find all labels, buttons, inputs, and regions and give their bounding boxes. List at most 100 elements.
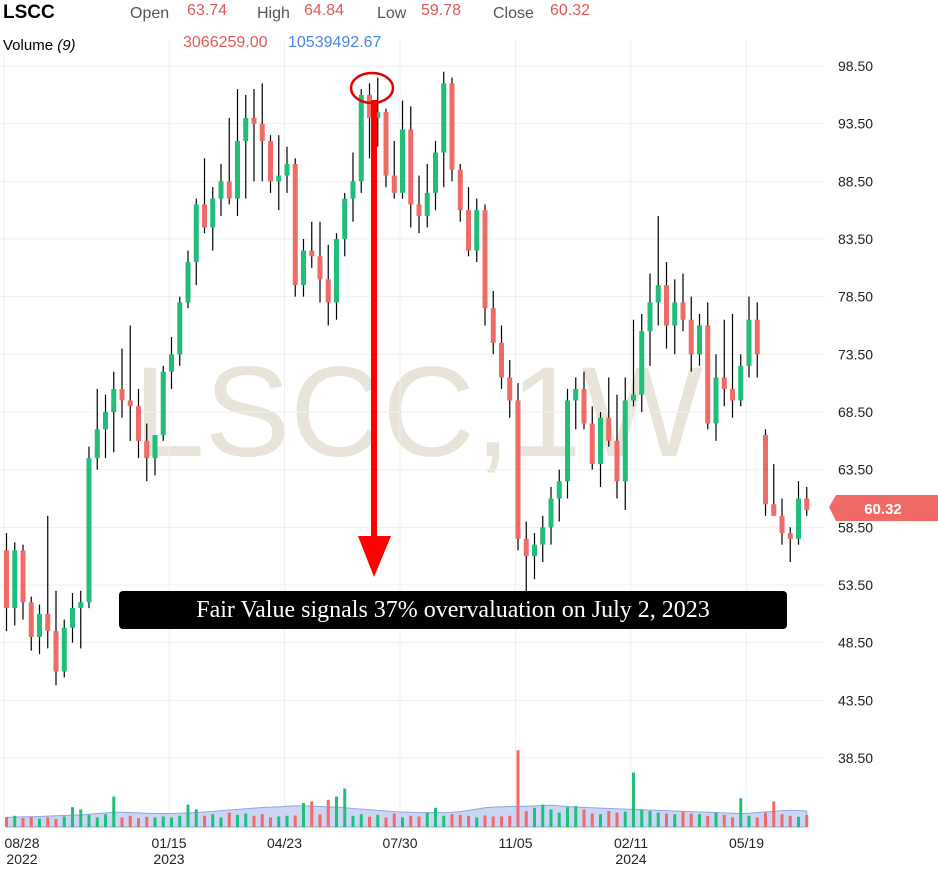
volume-bar xyxy=(335,796,338,827)
candle-body xyxy=(532,544,537,557)
candle-body xyxy=(655,285,661,303)
volume-bar xyxy=(293,815,297,827)
y-tick-label: 48.50 xyxy=(838,635,873,651)
candle-body xyxy=(86,458,92,603)
candle-body xyxy=(697,325,702,355)
x-tick-label: 11/05 xyxy=(499,835,533,851)
volume-bar xyxy=(359,814,363,827)
candle-body xyxy=(416,204,422,216)
volume-bar xyxy=(689,813,693,827)
volume-bar xyxy=(681,811,685,827)
volume-bar xyxy=(79,809,83,827)
candle-body xyxy=(474,210,480,251)
volume-bar xyxy=(343,788,347,827)
volume-bar xyxy=(450,814,454,827)
annotation-overlay: Fair Value signals 37% overvaluation on … xyxy=(119,71,938,629)
x-tick-label: 08/28 xyxy=(4,835,39,851)
candle-body xyxy=(763,435,768,505)
y-axis: 98.50 93.50 88.50 83.50 78.50 73.50 68.50 63.50… xyxy=(838,58,873,766)
candle-body xyxy=(540,527,546,545)
candle-body xyxy=(573,388,579,401)
candle-body xyxy=(37,613,42,637)
candle-body xyxy=(144,440,150,459)
open-label: Open xyxy=(130,5,170,22)
volume-bar xyxy=(516,750,520,827)
candle-body xyxy=(746,319,752,366)
candle-body xyxy=(61,627,67,672)
candle-body xyxy=(193,204,199,263)
volume-bar xyxy=(87,814,91,827)
candle-body xyxy=(771,504,777,516)
candle-body xyxy=(713,377,719,424)
volume-value-2: 10539492.67 xyxy=(288,34,382,51)
candle-body xyxy=(466,210,471,251)
candle-body xyxy=(367,94,372,118)
candle-body xyxy=(28,602,34,637)
volume-bar xyxy=(731,817,734,827)
volume-bar xyxy=(392,813,396,827)
low-value: 59.78 xyxy=(421,2,462,19)
volume-bar xyxy=(714,812,718,827)
open-value: 63.74 xyxy=(187,2,228,19)
candle-body xyxy=(738,365,744,401)
volume-bar xyxy=(409,815,413,827)
candle-body xyxy=(94,429,100,459)
volume-bar xyxy=(13,815,17,827)
candle-body xyxy=(4,550,9,609)
candles-group xyxy=(4,71,810,686)
volume-bar xyxy=(203,815,206,827)
volume-bar xyxy=(739,798,743,827)
ticker-symbol: LSCC xyxy=(3,2,55,23)
volume-bar xyxy=(186,804,190,827)
candle-body xyxy=(705,325,711,424)
candle-body xyxy=(754,319,760,355)
volume-bar xyxy=(417,816,421,827)
volume-bar xyxy=(698,814,701,827)
volume-bar xyxy=(541,804,545,827)
candle-body xyxy=(358,94,364,182)
y-tick-label: 88.50 xyxy=(838,173,873,189)
volume-bar xyxy=(475,817,479,827)
candle-body xyxy=(391,175,397,193)
volume-bar xyxy=(219,817,223,827)
candle-body xyxy=(70,608,75,628)
candle-body xyxy=(449,83,455,170)
candle-body xyxy=(309,250,315,257)
y-tick-label: 93.50 xyxy=(838,116,873,132)
candle-body xyxy=(499,342,504,378)
candle-body xyxy=(202,204,207,228)
candle-body xyxy=(507,377,513,401)
volume-bar xyxy=(145,816,149,827)
candle-body xyxy=(581,388,587,424)
candle-body xyxy=(20,550,26,603)
candle-body xyxy=(787,533,793,539)
candle-body xyxy=(804,498,810,511)
close-value: 60.32 xyxy=(550,2,591,19)
volume-bar xyxy=(747,815,751,827)
volume-bar xyxy=(797,816,800,827)
candle-body xyxy=(606,417,612,441)
volume-bar xyxy=(755,817,759,827)
volume-bar xyxy=(574,806,578,827)
volume-bar xyxy=(706,815,710,827)
candle-body xyxy=(631,394,636,401)
volume-bar xyxy=(788,815,792,827)
candle-body xyxy=(292,164,298,286)
candle-body xyxy=(78,602,84,609)
candle-body xyxy=(169,354,174,372)
candle-body xyxy=(325,279,331,303)
candle-body xyxy=(259,123,265,141)
x-tick-year: 2023 xyxy=(153,851,184,867)
volume-bar xyxy=(153,817,157,827)
close-label: Close xyxy=(493,5,534,22)
x-tick-year: 2022 xyxy=(6,851,37,867)
volume-bar xyxy=(351,815,355,827)
volume-bar xyxy=(161,816,165,827)
candle-body xyxy=(482,210,488,309)
candle-body xyxy=(53,631,59,672)
volume-bar xyxy=(533,807,536,827)
candle-body xyxy=(490,308,496,343)
volume-bar xyxy=(137,818,140,827)
